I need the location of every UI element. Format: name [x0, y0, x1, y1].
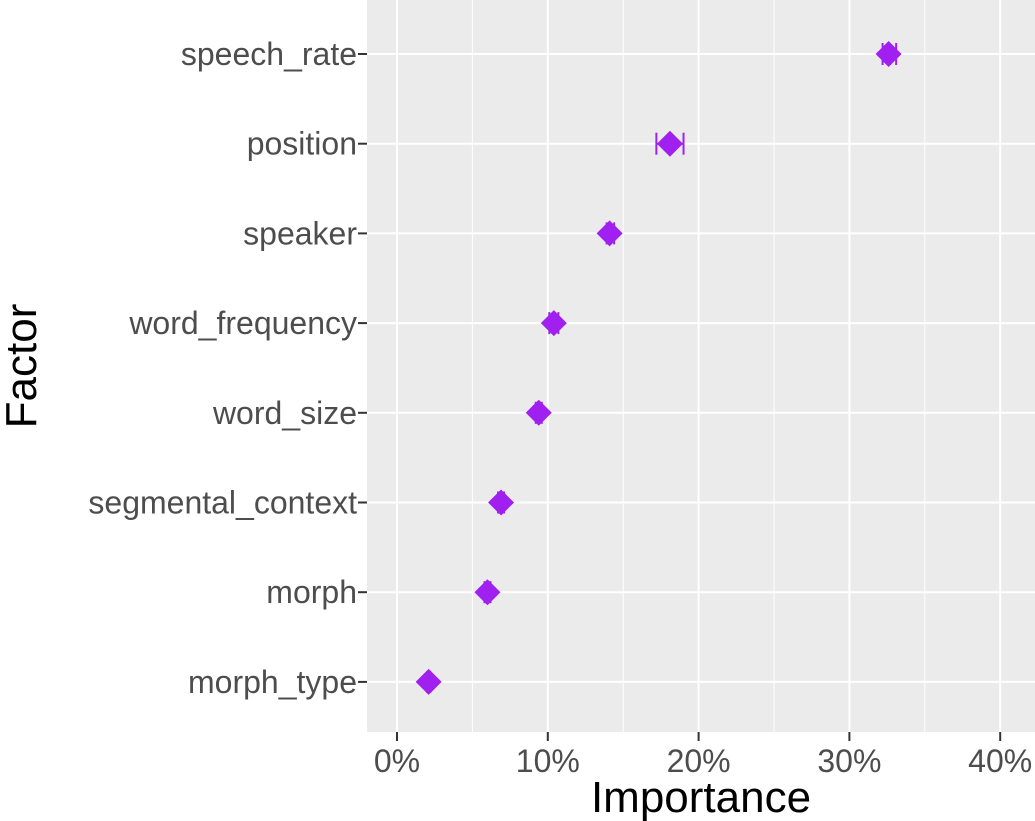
y-tick-label: morph_type: [188, 664, 357, 700]
plot-panel: [367, 0, 1035, 732]
y-tick-label: word_size: [212, 395, 357, 431]
data-point: [488, 489, 515, 516]
data-point: [415, 668, 442, 695]
major-gridlines: [367, 0, 1035, 732]
y-tick-label: speech_rate: [181, 36, 357, 72]
x-tick-label: 40%: [968, 743, 1032, 779]
y-axis: speech_rate position speaker word_frequency…: [88, 36, 367, 700]
y-tick-label: word_frequency: [128, 305, 357, 341]
minor-gridlines: [471, 0, 926, 732]
x-axis: 0% 10% 20% 30% 40%: [374, 732, 1032, 779]
data-point: [875, 41, 902, 67]
data-point: [656, 130, 683, 157]
data-point: [596, 220, 623, 247]
x-tick-label: 20%: [667, 743, 731, 779]
y-axis-title: Factor: [0, 304, 46, 429]
x-tick-label: 0%: [374, 743, 420, 779]
y-tick-label: position: [247, 126, 357, 162]
data-point: [540, 310, 567, 337]
x-tick-label: 30%: [817, 743, 881, 779]
data-point: [525, 399, 552, 426]
y-tick-label: morph: [266, 574, 357, 610]
data-points: [415, 41, 902, 695]
data-point: [474, 579, 501, 606]
x-axis-title: Importance: [591, 773, 811, 821]
x-tick-label: 10%: [516, 743, 580, 779]
y-tick-label: speaker: [243, 215, 357, 251]
y-tick-label: segmental_context: [88, 485, 357, 521]
